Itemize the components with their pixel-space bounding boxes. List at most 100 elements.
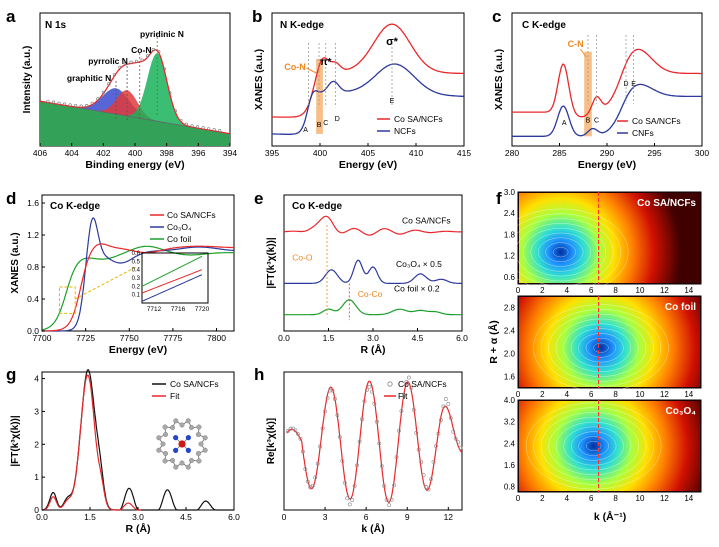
x-tick-label-d: 7800: [207, 333, 226, 343]
x-tick-label-f: 14: [684, 390, 693, 399]
data-point: [350, 498, 355, 502]
y-tick-label-f: 2.0: [504, 350, 516, 359]
x-tick-label-h: 6: [364, 512, 369, 522]
data-point: [134, 59, 139, 63]
panel-title: N 1s: [45, 20, 67, 31]
y-tick-label-d: 1.6: [27, 198, 39, 208]
x-axis-label-c: Energy (eV): [578, 159, 636, 171]
data-point: [330, 388, 335, 393]
data-point: [305, 479, 310, 484]
x-tick-label-g: 0.0: [36, 512, 48, 522]
x-tick-label-e: 4.5: [412, 333, 424, 343]
feature-label: C: [594, 117, 599, 124]
x-tick-label-f: 12: [660, 494, 669, 503]
contour-line: [492, 208, 629, 296]
inset-co-foil: [141, 255, 203, 287]
carbon-atom: [195, 451, 201, 457]
y-tick-label-g: 1: [34, 472, 39, 482]
data-point: [365, 388, 369, 392]
legend-label: Co SA/NCFs: [167, 210, 216, 220]
x-tick-label-f: 2: [540, 390, 545, 399]
zoom-arrow: [74, 266, 137, 300]
x-tick-label-g: 3.0: [132, 512, 144, 522]
series-ncfs: [272, 63, 465, 135]
series-label: Co₃O₄ × 0.5: [396, 259, 442, 269]
contour-line: [548, 416, 639, 476]
data-point: [218, 129, 222, 133]
data-point: [355, 463, 360, 468]
series-co3o4: [42, 217, 235, 332]
data-point: [179, 118, 183, 123]
co-o-label: Co-O: [292, 252, 313, 262]
inset-x-tick-label: 7716: [171, 306, 186, 313]
feature-label: C: [323, 120, 328, 127]
legend-label: NCFs: [394, 126, 416, 136]
data-point: [456, 440, 461, 445]
panel-label: g: [6, 365, 16, 384]
cn-highlight: [584, 51, 592, 137]
contour-line: [548, 313, 654, 382]
data-point: [367, 384, 372, 389]
x-tick-label-f: 0: [516, 494, 521, 503]
data-point: [333, 397, 337, 401]
carbon-atom: [195, 432, 201, 438]
panel-d-inset-frame: [141, 252, 209, 304]
y-axis-label-c: XANES (a.u.): [494, 49, 505, 110]
x-tick-label-f: 14: [684, 494, 693, 503]
x-tick-label-e: 3.0: [367, 333, 379, 343]
data-point: [360, 417, 364, 422]
data-point: [57, 101, 61, 105]
nitrogen-atom: [185, 447, 191, 453]
panel-e: Co K-edge Co SA/NCFs Co₃O₄ × 0.5 Co foil × …: [266, 194, 468, 356]
peak-label: graphitic N: [67, 73, 111, 83]
x-tick-label-a: 396: [191, 148, 205, 158]
series-label: Co foil × 0.2: [394, 284, 440, 294]
carbon-atom: [160, 441, 166, 447]
data-point: [325, 396, 330, 400]
y-axis-label-a: Intensity (a.u.): [22, 46, 33, 114]
carbon-atom: [188, 425, 194, 431]
contour-line: [545, 242, 576, 263]
data-point: [288, 426, 293, 431]
data-point: [315, 461, 320, 466]
x-tick-label-g: 1.5: [84, 512, 96, 522]
panel-g-frame: [41, 371, 235, 511]
data-point: [173, 109, 177, 113]
data-point: [286, 429, 291, 433]
legend-label: Fit: [170, 391, 180, 401]
y-tick-label-f: 2.8: [504, 304, 516, 313]
carbon-atom: [188, 457, 194, 463]
y-tick-label-g: 0: [34, 505, 39, 515]
inset-co-sa-ncfs: [141, 269, 203, 294]
carbon-atom: [185, 418, 191, 424]
carbon-atom: [169, 457, 175, 463]
panel-label: b: [252, 7, 262, 26]
data-point: [62, 102, 67, 106]
data-point: [310, 483, 315, 488]
contour-line: [525, 402, 662, 490]
data-point: [118, 65, 122, 69]
legend-label: Co SA/NCFs: [398, 379, 447, 389]
data-point: [347, 502, 352, 507]
zoom-box: [58, 286, 76, 314]
data-point: [409, 386, 414, 390]
data-point: [384, 498, 389, 502]
inset-y-tick-label: 0.3: [132, 276, 141, 282]
data-point: [419, 460, 424, 465]
x-axis-label-h: k (Å): [361, 522, 384, 535]
data-point: [345, 496, 350, 501]
y-tick-label-f: 2.4: [504, 439, 516, 448]
data-point: [337, 435, 342, 439]
x-tick-label-c: 290: [600, 148, 614, 158]
data-point: [140, 58, 144, 62]
carbon-atom: [163, 432, 169, 438]
carbon-atom: [163, 451, 169, 457]
x-tick-label-h: 0: [282, 512, 287, 522]
x-tick-label-f: 14: [684, 286, 693, 295]
con-highlight: [316, 58, 323, 134]
x-tick-label-f: 0: [516, 286, 521, 295]
feature-label: E: [390, 98, 395, 105]
data-point: [426, 487, 431, 492]
